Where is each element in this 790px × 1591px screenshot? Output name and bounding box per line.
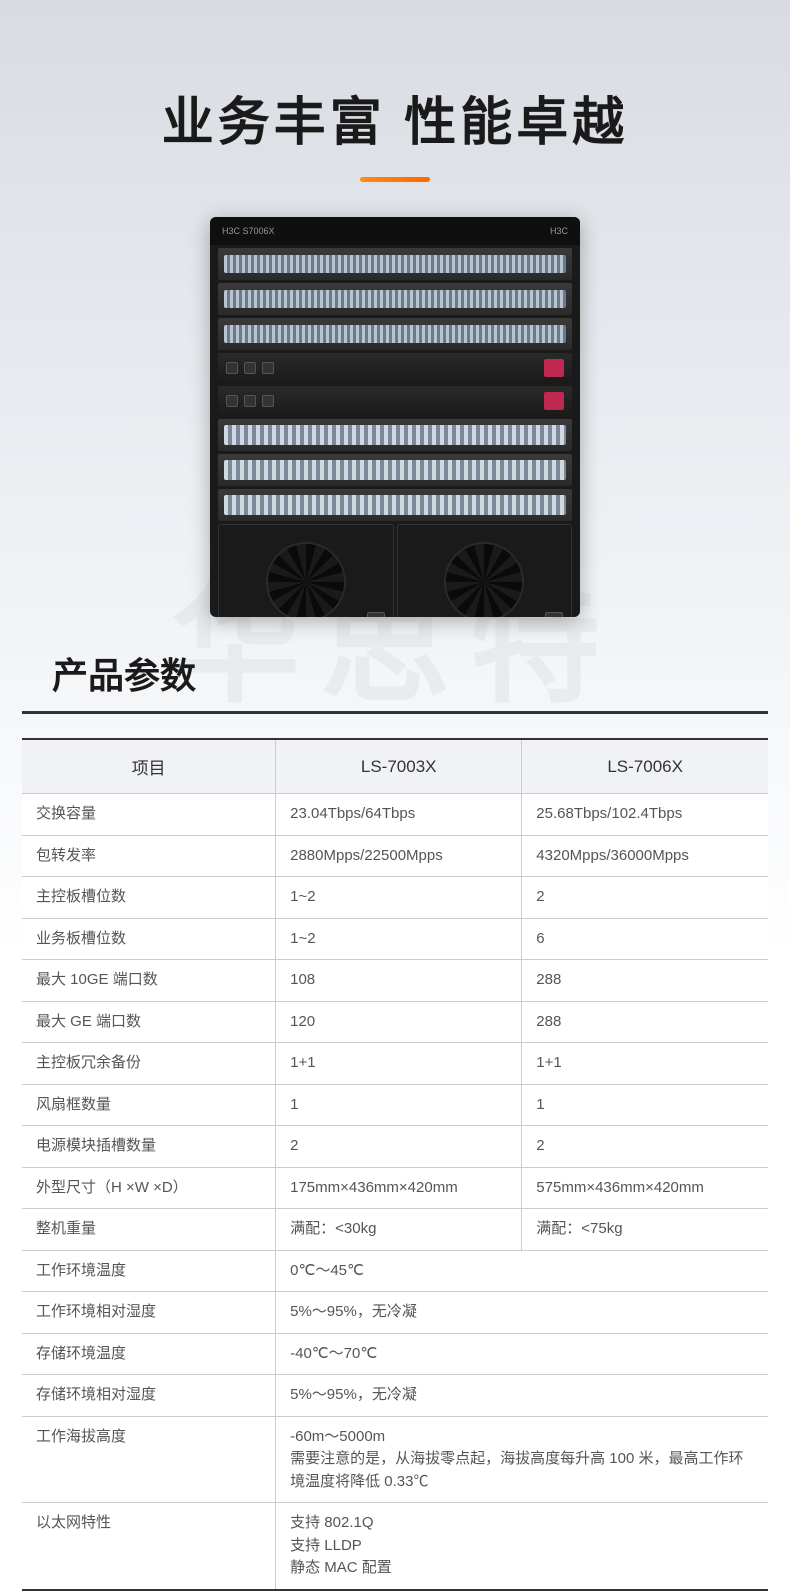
spec-value: 1: [522, 1084, 768, 1126]
spec-value: 120: [276, 1001, 522, 1043]
line-card-slot: [218, 318, 572, 350]
spec-label: 主控板槽位数: [22, 877, 276, 919]
spec-label: 存储环境温度: [22, 1333, 276, 1375]
spec-value: -40℃～70℃: [276, 1333, 768, 1375]
spec-table: 项目 LS-7003X LS-7006X 交换容量23.04Tbps/64Tbp…: [22, 738, 768, 1591]
spec-label: 工作海拔高度: [22, 1416, 276, 1503]
spec-label: 包转发率: [22, 835, 276, 877]
spec-value: 23.04Tbps/64Tbps: [276, 794, 522, 836]
spec-value: 2: [522, 1126, 768, 1168]
table-row: 主控板冗余备份1+11+1: [22, 1043, 768, 1085]
line-card-slot: [218, 489, 572, 521]
spec-value: 2: [276, 1126, 522, 1168]
line-card-slot: [218, 419, 572, 451]
spec-value: 575mm×436mm×420mm: [522, 1167, 768, 1209]
spec-value: 2880Mpps/22500Mpps: [276, 835, 522, 877]
psu-section: [218, 524, 572, 617]
product-image: H3C S7006X H3C: [210, 217, 580, 617]
fan-icon: [444, 542, 524, 618]
spec-value: 满配：<75kg: [522, 1209, 768, 1251]
table-row: 交换容量23.04Tbps/64Tbps25.68Tbps/102.4Tbps: [22, 794, 768, 836]
spec-label: 电源模块插槽数量: [22, 1126, 276, 1168]
spec-value: 175mm×436mm×420mm: [276, 1167, 522, 1209]
mgmt-card-slot: [218, 386, 572, 416]
spec-value: 0℃～45℃: [276, 1250, 768, 1292]
spec-label: 最大 10GE 端口数: [22, 960, 276, 1002]
spec-value: 1+1: [522, 1043, 768, 1085]
table-row: 最大 10GE 端口数108288: [22, 960, 768, 1002]
table-row: 最大 GE 端口数120288: [22, 1001, 768, 1043]
spec-value: 25.68Tbps/102.4Tbps: [522, 794, 768, 836]
spec-value: 5%～95%，无冷凝: [276, 1375, 768, 1417]
section-title: 产品参数: [22, 617, 768, 714]
spec-label: 以太网特性: [22, 1503, 276, 1590]
spec-label: 风扇框数量: [22, 1084, 276, 1126]
fan-icon: [266, 542, 346, 618]
table-row: 电源模块插槽数量22: [22, 1126, 768, 1168]
spec-label: 业务板槽位数: [22, 918, 276, 960]
page-title: 业务丰富 性能卓越: [0, 80, 790, 155]
table-row: 存储环境温度-40℃～70℃: [22, 1333, 768, 1375]
table-row: 外型尺寸（H ×W ×D）175mm×436mm×420mm575mm×436m…: [22, 1167, 768, 1209]
spec-value: 108: [276, 960, 522, 1002]
spec-value: 288: [522, 1001, 768, 1043]
table-row: 包转发率2880Mpps/22500Mpps4320Mpps/36000Mpps: [22, 835, 768, 877]
spec-label: 主控板冗余备份: [22, 1043, 276, 1085]
spec-label: 工作环境温度: [22, 1250, 276, 1292]
spec-value: 1~2: [276, 877, 522, 919]
spec-value: 5%～95%，无冷凝: [276, 1292, 768, 1334]
spec-value: 288: [522, 960, 768, 1002]
hero-section: 业务丰富 性能卓越 H3C S7006X H3C: [0, 0, 790, 617]
spec-value: 2: [522, 877, 768, 919]
spec-value: 1: [276, 1084, 522, 1126]
table-header: 项目: [22, 739, 276, 794]
table-row: 整机重量满配：<30kg满配：<75kg: [22, 1209, 768, 1251]
psu-module: [218, 524, 394, 617]
spec-value: 1~2: [276, 918, 522, 960]
line-card-slot: [218, 454, 572, 486]
spec-value: 支持 802.1Q 支持 LLDP 静态 MAC 配置: [276, 1503, 768, 1590]
table-row: 业务板槽位数1~26: [22, 918, 768, 960]
chassis-model-label: H3C S7006X: [222, 226, 275, 236]
chassis-brand-label: H3C: [550, 226, 568, 236]
spec-value: 1+1: [276, 1043, 522, 1085]
spec-label: 整机重量: [22, 1209, 276, 1251]
table-row: 主控板槽位数1~22: [22, 877, 768, 919]
spec-label: 交换容量: [22, 794, 276, 836]
table-row: 风扇框数量11: [22, 1084, 768, 1126]
mgmt-card-slot: [218, 353, 572, 383]
table-row: 工作海拔高度-60m～5000m 需要注意的是，从海拔零点起，海拔高度每升高 1…: [22, 1416, 768, 1503]
spec-label: 存储环境相对湿度: [22, 1375, 276, 1417]
spec-label: 外型尺寸（H ×W ×D）: [22, 1167, 276, 1209]
table-header: LS-7003X: [276, 739, 522, 794]
title-underline: [360, 177, 430, 182]
line-card-slot: [218, 248, 572, 280]
table-header-row: 项目 LS-7003X LS-7006X: [22, 739, 768, 794]
table-row: 存储环境相对湿度5%～95%，无冷凝: [22, 1375, 768, 1417]
table-row: 工作环境温度0℃～45℃: [22, 1250, 768, 1292]
spec-value: -60m～5000m 需要注意的是，从海拔零点起，海拔高度每升高 100 米，最…: [276, 1416, 768, 1503]
spec-value: 4320Mpps/36000Mpps: [522, 835, 768, 877]
chassis-label-bar: H3C S7006X H3C: [210, 217, 580, 245]
psu-module: [397, 524, 573, 617]
spec-label: 工作环境相对湿度: [22, 1292, 276, 1334]
spec-label: 最大 GE 端口数: [22, 1001, 276, 1043]
table-row: 工作环境相对湿度5%～95%，无冷凝: [22, 1292, 768, 1334]
table-row: 以太网特性支持 802.1Q 支持 LLDP 静态 MAC 配置: [22, 1503, 768, 1590]
table-header: LS-7006X: [522, 739, 768, 794]
spec-value: 满配：<30kg: [276, 1209, 522, 1251]
spec-value: 6: [522, 918, 768, 960]
line-card-slot: [218, 283, 572, 315]
